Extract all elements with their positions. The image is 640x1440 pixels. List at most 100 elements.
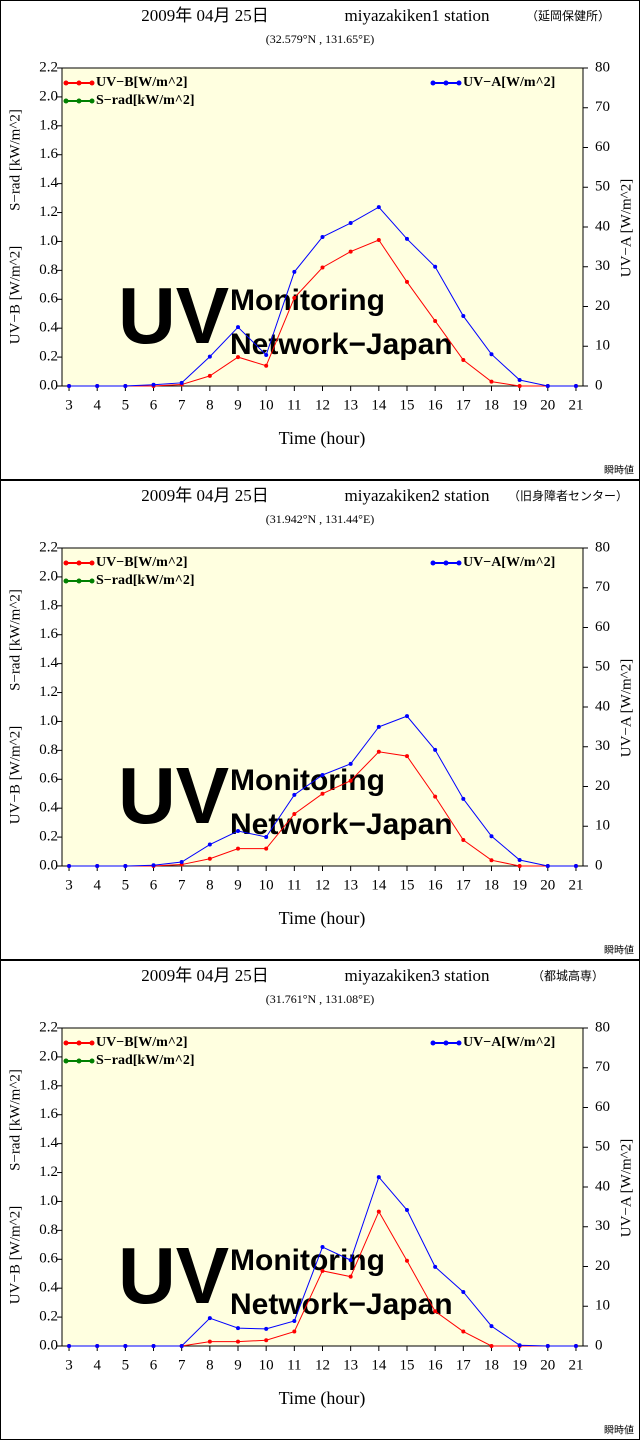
x-tick-label: 11 xyxy=(287,397,301,413)
y-tick-label: 1.2 xyxy=(39,204,58,220)
data-point xyxy=(433,318,438,323)
data-point xyxy=(95,864,100,868)
x-tick-label: 18 xyxy=(484,1357,499,1373)
legend-marker xyxy=(76,560,82,566)
legend-marker xyxy=(76,1058,82,1064)
y2-tick-label: 50 xyxy=(595,1139,610,1155)
x-tick-label: 20 xyxy=(540,1357,555,1373)
y2-tick-label: 80 xyxy=(595,59,610,75)
y2-tick-label: 70 xyxy=(595,579,610,595)
x-tick-label: 17 xyxy=(456,1357,472,1373)
legend-marker xyxy=(63,560,69,566)
data-point xyxy=(264,352,269,357)
data-point xyxy=(433,1264,438,1269)
data-point xyxy=(376,205,381,210)
y-axis-label: UV−B [W/m^2] xyxy=(7,726,23,824)
x-tick-label: 20 xyxy=(540,397,555,413)
data-point xyxy=(517,864,522,868)
y-tick-label: 1.0 xyxy=(39,1193,58,1209)
y-tick-label: 1.6 xyxy=(39,1106,58,1122)
data-point xyxy=(207,354,212,359)
y-tick-label: 1.2 xyxy=(39,1164,58,1180)
x-axis-label: Time (hour) xyxy=(279,908,366,929)
data-point xyxy=(517,858,522,863)
x-tick-label: 13 xyxy=(343,397,358,413)
legend-marker xyxy=(63,1040,69,1046)
x-tick-label: 10 xyxy=(259,1357,274,1373)
x-tick-label: 18 xyxy=(484,397,499,413)
data-point xyxy=(123,1344,128,1348)
legend-label: S−rad[kW/m^2] xyxy=(96,1053,195,1068)
data-point xyxy=(433,1309,438,1314)
y-tick-label: 2.2 xyxy=(39,539,58,555)
legend-label: UV−A[W/m^2] xyxy=(463,1035,555,1050)
x-tick-label: 20 xyxy=(540,877,555,893)
y2-tick-label: 10 xyxy=(595,1298,610,1314)
data-point xyxy=(236,325,241,330)
x-tick-label: 15 xyxy=(399,397,414,413)
data-point xyxy=(264,834,269,839)
data-point xyxy=(517,378,522,383)
data-point xyxy=(376,1209,381,1214)
title-date: 2009年 04月 25日 xyxy=(141,966,269,985)
y-tick-label: 0.2 xyxy=(39,829,58,845)
data-point xyxy=(264,1338,269,1343)
y2-tick-label: 0 xyxy=(595,857,603,873)
data-point xyxy=(320,234,325,239)
y-tick-label: 0.2 xyxy=(39,1309,58,1325)
y-tick-label: 1.8 xyxy=(39,1077,58,1093)
data-point xyxy=(461,796,466,801)
y-axis-label: UV−B [W/m^2] xyxy=(7,1206,23,1304)
data-point xyxy=(433,794,438,799)
legend-marker xyxy=(89,98,95,104)
data-point xyxy=(207,842,212,847)
y2-tick-label: 70 xyxy=(595,99,610,115)
x-tick-label: 13 xyxy=(343,877,358,893)
y2-tick-label: 10 xyxy=(595,818,610,834)
subtitle: (32.579°N , 131.65°E) xyxy=(266,32,375,46)
x-tick-label: 16 xyxy=(428,877,444,893)
legend-label: S−rad[kW/m^2] xyxy=(96,93,195,108)
x-tick-label: 21 xyxy=(568,397,583,413)
legend-marker xyxy=(76,578,82,584)
data-point xyxy=(545,384,550,388)
legend-marker xyxy=(89,560,95,566)
legend-marker xyxy=(89,80,95,86)
y-axis-label-srad: S−rad [kW/m^2] xyxy=(7,589,23,691)
data-point xyxy=(404,1258,409,1263)
data-point xyxy=(404,754,409,759)
x-tick-label: 8 xyxy=(206,1357,214,1373)
legend-label: UV−B[W/m^2] xyxy=(96,1035,188,1050)
data-point xyxy=(573,1344,578,1348)
y2-tick-label: 80 xyxy=(595,539,610,555)
y-tick-label: 0.4 xyxy=(39,320,58,336)
y2-tick-label: 50 xyxy=(595,179,610,195)
y2-tick-label: 60 xyxy=(595,139,610,155)
y2-tick-label: 70 xyxy=(595,1059,610,1075)
y2-tick-label: 40 xyxy=(595,1178,610,1194)
x-tick-label: 5 xyxy=(122,877,130,893)
y-tick-label: 0.0 xyxy=(39,1337,58,1353)
data-point xyxy=(320,791,325,796)
data-point xyxy=(292,811,297,816)
legend-marker xyxy=(456,1040,462,1046)
note: 瞬時値 xyxy=(604,943,634,956)
y-tick-label: 1.0 xyxy=(39,233,58,249)
x-tick-label: 16 xyxy=(428,1357,444,1373)
data-point xyxy=(461,314,466,319)
y2-tick-label: 0 xyxy=(595,1337,603,1353)
legend-marker xyxy=(456,80,462,86)
data-point xyxy=(236,846,241,851)
y-tick-label: 0.8 xyxy=(39,262,58,278)
x-tick-label: 19 xyxy=(512,1357,527,1373)
y-tick-label: 1.6 xyxy=(39,626,58,642)
x-tick-label: 6 xyxy=(150,877,158,893)
y-tick-label: 2.0 xyxy=(39,568,58,584)
x-tick-label: 14 xyxy=(371,877,387,893)
x-tick-label: 4 xyxy=(93,877,101,893)
y-tick-label: 1.4 xyxy=(39,1135,58,1151)
data-point xyxy=(433,264,438,269)
data-point xyxy=(376,724,381,729)
y-tick-label: 0.4 xyxy=(39,1280,58,1296)
